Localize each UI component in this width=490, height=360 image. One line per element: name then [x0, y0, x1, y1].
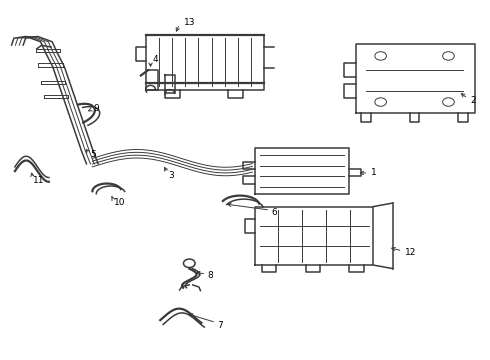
Text: 13: 13 [184, 18, 196, 27]
Text: 12: 12 [405, 248, 416, 257]
Text: 6: 6 [271, 208, 277, 217]
Text: 8: 8 [207, 271, 213, 280]
Text: 7: 7 [217, 321, 222, 330]
Text: 11: 11 [33, 176, 45, 185]
Text: 2: 2 [470, 96, 476, 105]
Text: 9: 9 [94, 104, 99, 113]
Text: 3: 3 [169, 171, 174, 180]
Text: 10: 10 [114, 198, 126, 207]
Text: 1: 1 [371, 168, 377, 177]
Text: 4: 4 [153, 55, 159, 64]
Text: 5: 5 [90, 150, 96, 159]
